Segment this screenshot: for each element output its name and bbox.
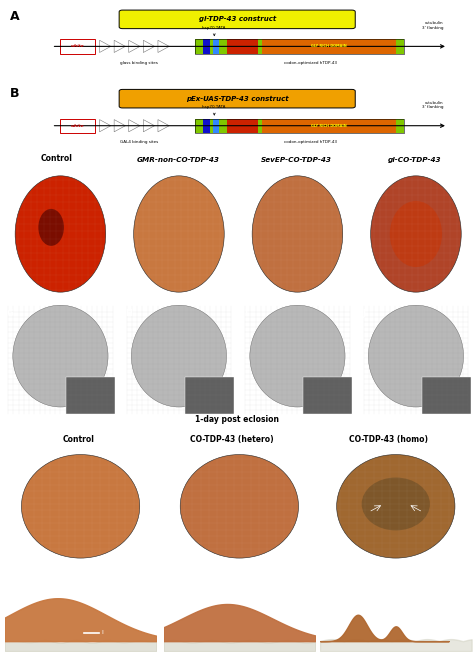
Text: L: L [170, 452, 175, 461]
FancyBboxPatch shape [119, 89, 355, 108]
Text: P: P [325, 572, 331, 582]
Ellipse shape [13, 305, 108, 407]
Ellipse shape [390, 201, 442, 267]
Bar [60, 39, 95, 54]
Text: CO-TDP-43 (hetero): CO-TDP-43 (hetero) [191, 435, 274, 444]
Text: E: E [244, 173, 250, 182]
Ellipse shape [180, 455, 299, 558]
Text: I: I [102, 631, 104, 635]
Bar [303, 377, 352, 414]
Polygon shape [143, 120, 155, 132]
Text: Control: Control [41, 153, 73, 163]
Bar [203, 118, 210, 133]
Text: J: J [363, 309, 365, 318]
Text: M: M [326, 452, 334, 461]
Polygon shape [100, 40, 111, 52]
Text: C: C [7, 173, 13, 182]
Text: N: N [9, 572, 16, 582]
Polygon shape [158, 120, 169, 132]
Text: B: B [9, 87, 19, 100]
Text: white: white [71, 124, 84, 128]
Bar [213, 118, 219, 133]
Polygon shape [129, 120, 140, 132]
Polygon shape [129, 40, 140, 52]
Ellipse shape [21, 455, 140, 558]
Text: pEx-UAS-TDP-43 construct: pEx-UAS-TDP-43 construct [186, 96, 289, 102]
Text: GLY RICH DOMAIN: GLY RICH DOMAIN [311, 44, 347, 48]
Text: glass binding sites: glass binding sites [120, 61, 158, 65]
Polygon shape [143, 40, 155, 52]
Ellipse shape [38, 209, 64, 246]
Ellipse shape [250, 305, 345, 407]
Text: hsp70 TATA: hsp70 TATA [202, 105, 226, 109]
Polygon shape [114, 120, 126, 132]
Ellipse shape [337, 455, 455, 558]
Bar [227, 118, 258, 133]
Text: G: G [7, 309, 14, 318]
Text: O: O [168, 572, 175, 582]
Ellipse shape [131, 305, 227, 407]
Text: α-tubulin
3' flanking: α-tubulin 3' flanking [422, 21, 444, 30]
Polygon shape [100, 120, 111, 132]
Text: α-tubulin
3' flanking: α-tubulin 3' flanking [422, 100, 444, 109]
Polygon shape [158, 40, 169, 52]
Bar [195, 39, 404, 54]
Bar [422, 377, 471, 414]
Text: D: D [126, 173, 133, 182]
Text: codon-optimized hTDP-43: codon-optimized hTDP-43 [283, 140, 337, 144]
Text: Control: Control [62, 435, 94, 444]
Text: GLY RICH DOMAIN: GLY RICH DOMAIN [311, 124, 347, 128]
Text: white: white [71, 44, 84, 48]
Bar [60, 118, 95, 133]
Text: SevEP-CO-TDP-43: SevEP-CO-TDP-43 [261, 157, 332, 163]
Text: codon-optimized hTDP-43: codon-optimized hTDP-43 [283, 61, 337, 65]
Text: GAL4 binding sites: GAL4 binding sites [120, 140, 158, 144]
Bar [262, 118, 396, 133]
Text: 1-day post eclosion: 1-day post eclosion [195, 415, 279, 424]
Bar [227, 39, 258, 54]
Text: I: I [244, 309, 247, 318]
Text: A: A [9, 10, 19, 23]
Bar [195, 118, 404, 133]
Text: gl-TDP-43 construct: gl-TDP-43 construct [199, 17, 276, 22]
Bar [195, 118, 404, 133]
Bar [262, 39, 396, 54]
Text: K: K [11, 452, 17, 461]
Ellipse shape [252, 176, 343, 292]
Text: F: F [363, 173, 368, 182]
FancyBboxPatch shape [119, 10, 355, 28]
Bar [195, 39, 404, 54]
Bar [213, 39, 219, 54]
Polygon shape [114, 40, 126, 52]
Bar [185, 377, 234, 414]
Bar [66, 377, 115, 414]
Text: hsp70 TATA: hsp70 TATA [202, 26, 226, 30]
Ellipse shape [362, 477, 430, 530]
Ellipse shape [15, 176, 106, 292]
Text: GMR-non-CO-TDP-43: GMR-non-CO-TDP-43 [137, 157, 219, 163]
Ellipse shape [371, 176, 461, 292]
Text: CO-TDP-43 (homo): CO-TDP-43 (homo) [349, 435, 428, 444]
Ellipse shape [368, 305, 464, 407]
Text: gl-CO-TDP-43: gl-CO-TDP-43 [388, 157, 441, 163]
Ellipse shape [134, 176, 224, 292]
Text: H: H [126, 309, 132, 318]
Bar [203, 39, 210, 54]
